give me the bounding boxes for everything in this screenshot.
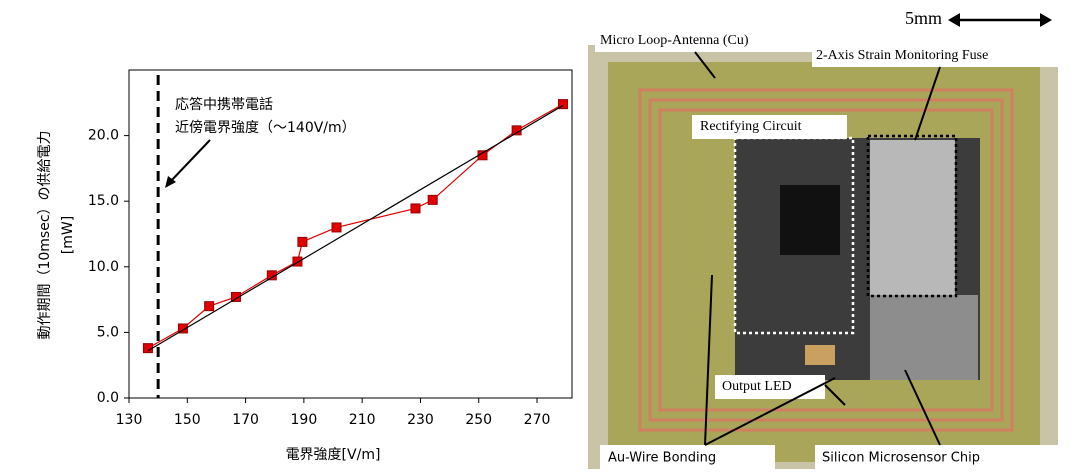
- marker: [411, 204, 420, 213]
- marker: [205, 302, 214, 311]
- x-axis-label: 電界強度[V/m]: [286, 447, 381, 463]
- scale-arrowhead: [1040, 13, 1052, 27]
- x-tick-label: 190: [291, 412, 318, 428]
- marker: [298, 237, 307, 246]
- x-tick-label: 230: [407, 412, 434, 428]
- ic: [780, 185, 840, 255]
- fuse-area: [870, 140, 955, 295]
- y-tick-label: 15.0: [88, 193, 119, 209]
- photo-label: Silicon Microsensor Chip: [822, 451, 980, 466]
- marker: [143, 344, 152, 353]
- photo-label: Rectifying Circuit: [700, 119, 802, 134]
- x-tick-label: 130: [116, 412, 143, 428]
- x-tick-label: 170: [232, 412, 259, 428]
- scale-label: 5mm: [905, 8, 942, 28]
- photo-label: Micro Loop-Antenna (Cu): [600, 33, 749, 48]
- scale-arrowhead: [948, 13, 960, 27]
- marker: [428, 195, 437, 204]
- chip-pads: [870, 295, 978, 380]
- led: [805, 345, 835, 365]
- photo: 5mm Micro Loop-Antenna (Cu) 2-Axis Strai…: [588, 8, 1058, 469]
- y-axis-unit: [mW]: [60, 216, 76, 254]
- y-tick-label: 5.0: [97, 324, 119, 340]
- photo-label: 2-Axis Strain Monitoring Fuse: [816, 48, 988, 63]
- y-axis-label: 動作期間（10msec）の供給電力: [37, 130, 53, 339]
- annotation: 近傍電界強度（～140V/m）: [175, 119, 356, 136]
- y-tick-label: 0.0: [97, 390, 119, 406]
- y-tick-label: 20.0: [88, 128, 119, 144]
- series-line: [148, 105, 563, 350]
- annotation: 応答中携帯電話: [175, 96, 273, 113]
- photo-label: Output LED: [722, 379, 792, 394]
- photo-label: Au-Wire Bonding: [608, 451, 716, 466]
- x-tick-label: 150: [174, 412, 201, 428]
- y-tick-label: 10.0: [88, 259, 119, 275]
- marker: [332, 223, 341, 232]
- x-tick-label: 270: [524, 412, 551, 428]
- x-tick-label: 210: [349, 412, 376, 428]
- annotation-arrow: [170, 140, 210, 182]
- figure: 動作期間（10msec）の供給電力 [mW] 電界強度[V/m] 応答中携帯電話…: [0, 0, 1088, 469]
- x-tick-label: 250: [465, 412, 492, 428]
